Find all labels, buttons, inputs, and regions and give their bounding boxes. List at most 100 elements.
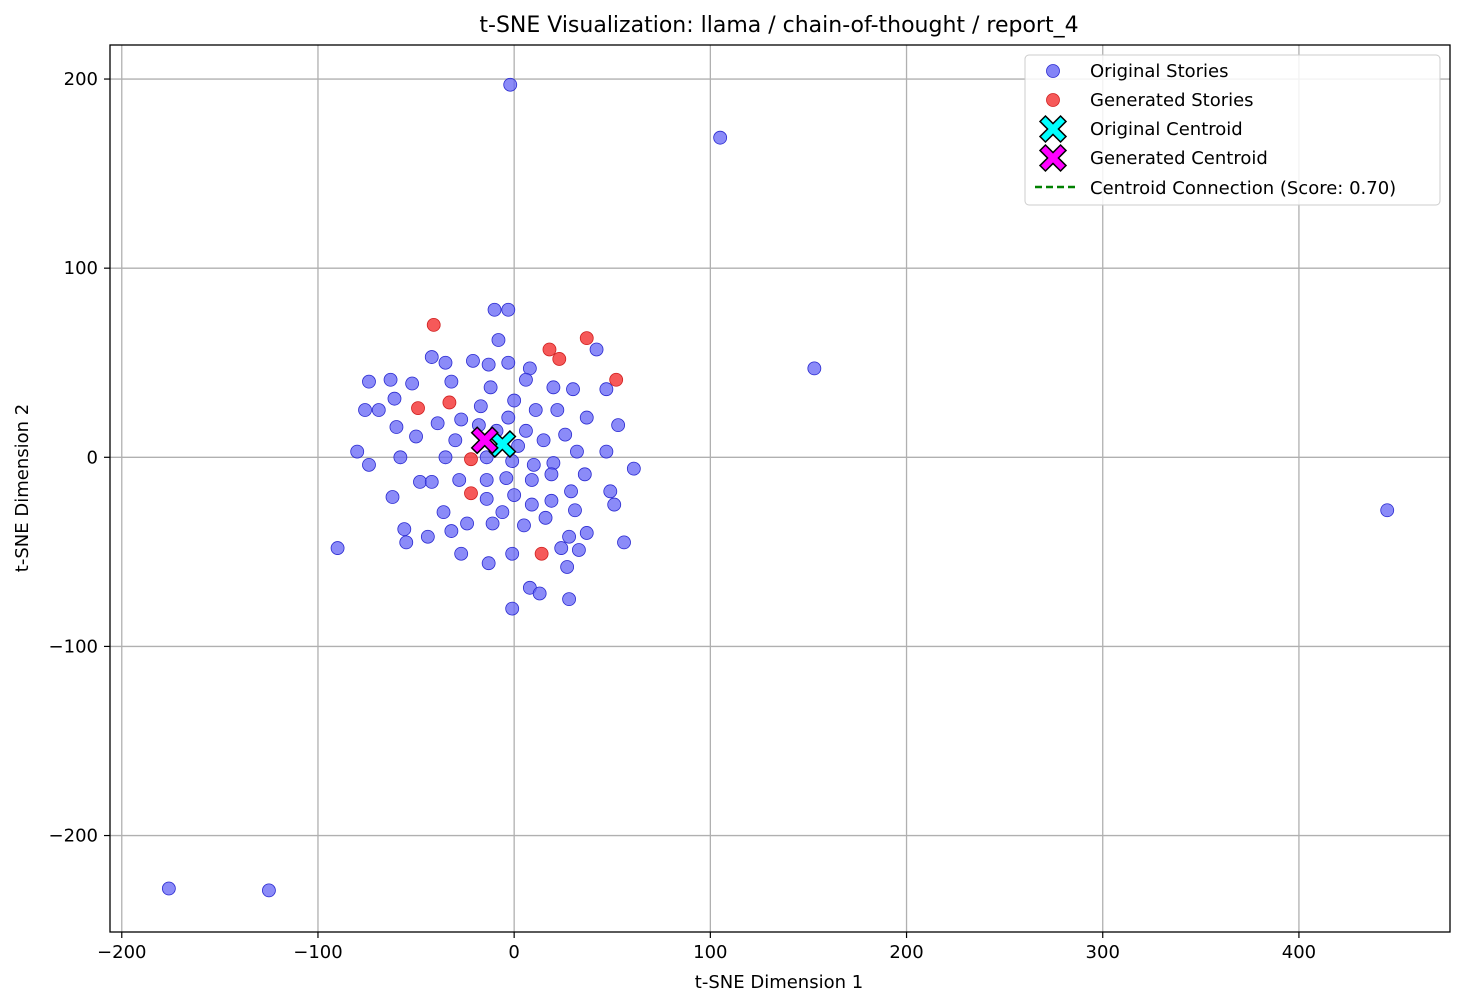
original-story-point [397,522,412,537]
y-tick-label: 100 [64,258,98,279]
legend-marker-generated-centroid [1038,143,1068,173]
plot-frame [109,44,1451,933]
original-story-point [487,302,502,317]
original-story-point [350,444,365,459]
original-story-point [424,350,439,364]
original-story-point [570,444,584,459]
original-story-point [383,372,398,387]
original-story-point [393,450,408,465]
y-tick-label: 0 [87,447,98,468]
original-story-point [577,467,592,482]
original-story-point [424,474,439,489]
original-story-point [430,416,445,431]
original-story-point [479,450,494,465]
original-story-point [544,493,559,508]
legend: Original Stories Generated Stories Origi… [1024,54,1441,206]
original-story-point [330,541,345,555]
original-story-point [358,403,372,417]
original-story-point [566,382,580,397]
original-story-point [524,497,539,512]
legend-marker-generated [1046,93,1060,107]
original-story-point [485,516,500,531]
original-story-point [466,353,480,368]
generated-story-point [464,486,478,501]
generated-story-point [426,318,441,332]
chart-title: t-SNE Visualization: llama / chain-of-th… [479,13,1078,38]
centroids [470,426,517,459]
y-tick-label: −100 [49,636,98,657]
original-story-point [507,488,522,503]
y-axis: −200 −100 0 100 200 [49,69,110,847]
original-story-point [452,473,467,487]
legend-box [1024,54,1441,206]
generated-story-point [442,395,457,410]
legend-label-generated: Generated Stories [1090,90,1254,111]
original-story-point [454,412,469,427]
original-story-point [538,510,553,525]
legend-marker-original [1046,64,1060,78]
generated-story-point [411,401,425,416]
original-story-point [501,355,516,370]
original-story-point [481,556,496,571]
original-story-point [448,433,463,448]
original-story-point [607,497,622,512]
original-story-point [524,473,539,487]
original-story-point [611,418,626,433]
original-story-point [505,546,520,561]
original-story-point [405,376,420,391]
original-story-point [473,399,488,414]
x-axis-label: t-SNE Dimension 1 [695,972,863,993]
original-story-point [479,492,494,506]
original-story-point [495,505,510,520]
original-story-point [389,420,404,434]
original-story-point [385,490,400,504]
original-story-point [519,372,533,387]
original-story-point [436,505,451,520]
legend-label-connection: Centroid Connection (Score: 0.70) [1090,178,1396,199]
original-story-point [599,444,614,459]
original-story-point [536,433,551,448]
generated-points [411,318,624,561]
original-story-point [544,467,559,482]
original-story-point [528,403,543,417]
original-story-point [617,535,631,550]
original-story-point [460,516,474,531]
original-story-point [444,524,459,538]
original-story-point [444,374,459,389]
original-story-point [589,342,604,357]
original-story-point [713,130,728,145]
original-story-point [568,503,582,518]
x-tick-label: 0 [508,942,519,963]
original-story-point [499,471,514,485]
legend-label-original-centroid: Original Centroid [1090,119,1243,140]
original-story-point [503,77,518,92]
original-story-point [387,391,402,406]
original-story-point [420,529,435,544]
original-story-point [409,429,423,444]
original-story-point [438,355,453,370]
generated-story-point [609,372,624,387]
original-story-point [564,484,578,499]
original-story-point [807,361,822,376]
original-story-point [519,423,533,438]
original-story-point [362,374,376,389]
original-story-point [532,586,547,601]
original-story-point [579,526,594,540]
generated-story-point [464,452,478,467]
x-tick-label: 100 [693,942,727,963]
original-story-point [554,541,569,555]
generated-story-point [579,331,594,346]
original-story-point [511,439,525,453]
original-story-point [161,881,176,896]
original-story-point [526,457,541,472]
legend-label-generated-centroid: Generated Centroid [1090,148,1268,169]
original-story-point [507,393,522,408]
original-story-point [479,473,494,487]
original-story-point [558,427,573,442]
original-story-point [572,543,586,557]
original-story-point [1380,503,1395,518]
original-story-point [399,535,414,550]
x-tick-label: −200 [97,942,146,963]
x-tick-label: 200 [889,942,923,963]
generated-story-point [534,546,549,561]
